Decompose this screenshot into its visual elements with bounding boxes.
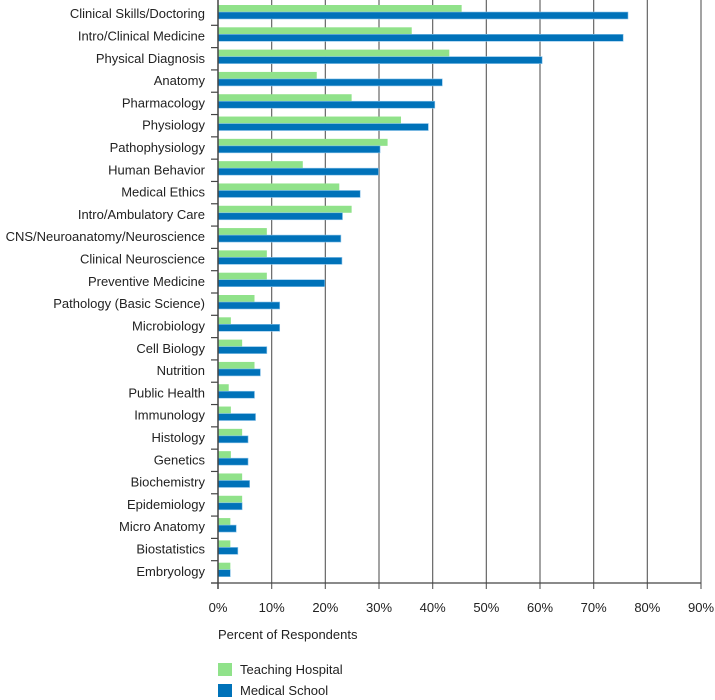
bar-teaching-hospital [218, 27, 412, 35]
category-label: Intro/Clinical Medicine [78, 28, 205, 43]
x-tick-label: 40% [420, 600, 446, 615]
bar-teaching-hospital [218, 94, 352, 102]
bar-medical-school [217, 346, 268, 354]
bar-teaching-hospital [218, 183, 340, 191]
bar-medical-school [217, 457, 249, 466]
category-label: Pathophysiology [110, 140, 206, 155]
bar-teaching-hospital [218, 518, 231, 526]
category-label: Embryology [136, 564, 205, 579]
x-tick-label: 50% [473, 600, 499, 615]
category-label: Pathology (Basic Science) [53, 296, 205, 311]
x-tick-label: 90% [688, 600, 714, 615]
bar-medical-school [217, 413, 256, 421]
category-label: Public Health [128, 385, 205, 400]
x-tick-label: 0% [209, 600, 228, 615]
category-label: Nutrition [157, 363, 205, 378]
bar-teaching-hospital [218, 317, 231, 325]
bar-medical-school [217, 234, 342, 243]
category-label: Epidemiology [127, 497, 206, 512]
legend-item-teaching-hospital: Teaching Hospital [218, 662, 343, 677]
x-tick-label: 30% [366, 600, 392, 615]
category-label: Biostatistics [136, 542, 205, 557]
bar-medical-school [217, 78, 443, 87]
legend-label: Medical School [240, 683, 329, 698]
bar-medical-school [217, 190, 361, 198]
bar-medical-school [217, 56, 543, 64]
bar-medical-school [217, 167, 379, 176]
category-label: Histology [152, 430, 206, 445]
bar-teaching-hospital [218, 495, 243, 503]
category-label: Physiology [142, 118, 205, 133]
bar-teaching-hospital [218, 250, 267, 258]
bar-medical-school [217, 524, 237, 533]
x-axis-label: Percent of Respondents [218, 627, 358, 642]
bar-medical-school [217, 480, 250, 488]
bar-medical-school [217, 435, 249, 444]
category-label: Medical Ethics [121, 185, 205, 200]
bar-medical-school [217, 368, 261, 377]
bar-medical-school [217, 11, 629, 20]
bar-teaching-hospital [218, 473, 243, 481]
bar-chart: 0% 10% 20% 30% 40% 50% 60% 70% 80% 90% Clinical Sk… [6, 0, 714, 615]
bar-teaching-hospital [218, 272, 267, 280]
bar-teaching-hospital [218, 228, 267, 236]
category-label: Human Behavior [108, 162, 205, 177]
category-label: Anatomy [154, 73, 206, 88]
category-label: Micro Anatomy [119, 519, 205, 534]
category-label: Genetics [154, 452, 206, 467]
bar-teaching-hospital [218, 71, 317, 79]
bar-medical-school [217, 547, 239, 555]
legend-swatch-blue [218, 684, 232, 697]
category-label: CNS/Neuroanatomy/Neuroscience [6, 229, 205, 244]
bar-teaching-hospital [218, 540, 231, 548]
bar-medical-school [217, 257, 343, 265]
bar-teaching-hospital [218, 339, 243, 347]
bar-teaching-hospital [218, 295, 255, 302]
category-label: Physical Diagnosis [96, 51, 206, 66]
bar-teaching-hospital [218, 428, 243, 436]
x-tick-label: 60% [527, 600, 553, 615]
bar-teaching-hospital [218, 138, 388, 146]
bar-teaching-hospital [218, 161, 303, 169]
category-label: Clinical Neuroscience [80, 252, 205, 267]
category-label: Biochemistry [131, 475, 206, 490]
bar-medical-school [217, 569, 231, 577]
bar-medical-school [217, 145, 381, 154]
bar-medical-school [217, 100, 436, 109]
bar-teaching-hospital [218, 361, 255, 369]
bar-medical-school [217, 390, 255, 399]
category-label: Immunology [134, 408, 205, 423]
x-tick-label: 20% [312, 600, 338, 615]
bar-teaching-hospital [218, 49, 450, 57]
bar-teaching-hospital [218, 205, 352, 213]
bar-medical-school [217, 34, 624, 42]
x-tick-label: 10% [259, 600, 285, 615]
bar-medical-school [217, 123, 429, 131]
bar-teaching-hospital [218, 451, 231, 459]
legend-swatch-green [218, 663, 232, 676]
x-tick-label: 70% [581, 600, 607, 615]
bar-medical-school [217, 301, 281, 310]
category-label: Pharmacology [122, 95, 206, 110]
legend-item-medical-school: Medical School [218, 683, 328, 698]
bar-teaching-hospital [218, 384, 229, 392]
category-label: Cell Biology [136, 341, 205, 356]
bar-medical-school [217, 212, 343, 221]
category-label: Clinical Skills/Doctoring [70, 6, 205, 21]
legend-label: Teaching Hospital [240, 662, 343, 677]
x-tick-label: 80% [634, 600, 660, 615]
category-label: Preventive Medicine [88, 274, 205, 289]
category-label: Microbiology [132, 318, 205, 333]
bar-medical-school [217, 502, 243, 511]
bar-teaching-hospital [218, 5, 462, 12]
bar-medical-school [217, 324, 281, 332]
bar-teaching-hospital [218, 406, 231, 414]
bar-teaching-hospital [218, 116, 402, 124]
bar-medical-school [217, 279, 326, 287]
category-label: Intro/Ambulatory Care [78, 207, 205, 222]
bar-teaching-hospital [218, 562, 231, 570]
